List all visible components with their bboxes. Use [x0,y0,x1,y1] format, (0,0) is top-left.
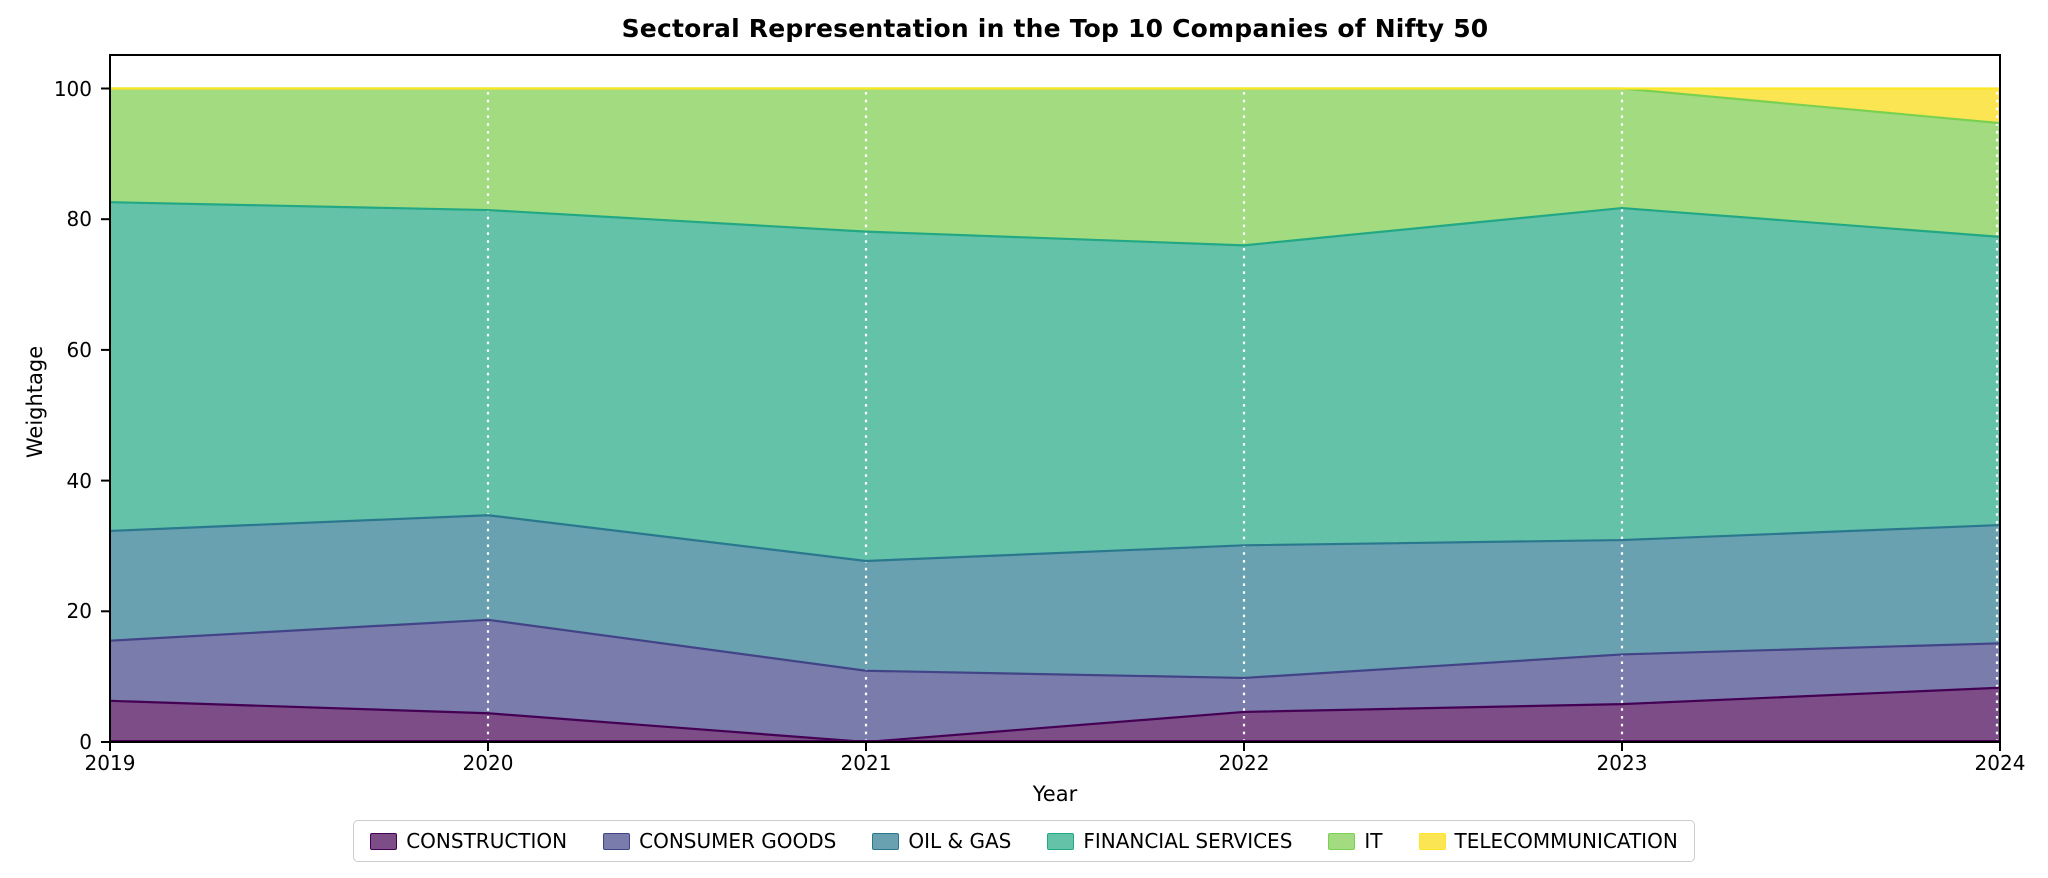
area-band-telecommunication [110,88,2000,124]
y-tick-label-20: 20 [66,599,92,624]
x-tick-label-2024: 2024 [1974,751,2026,775]
legend-swatch-construction [370,832,398,850]
legend-swatch-it [1328,832,1356,850]
x-tick-label-2022: 2022 [1218,751,1270,775]
legend-label-telecommunication: TELECOMMUNICATION [1454,829,1678,853]
edge-line-consumer-goods [109,618,2001,680]
edge-line-oil-gas [109,514,2001,563]
y-tick-label-60: 60 [66,337,92,362]
legend-swatch-telecommunication [1418,832,1446,850]
x-tick-label-2019: 2019 [84,751,136,775]
legend-label-oil-gas: OIL & GAS [908,829,1012,853]
legend-swatch-consumer-goods [603,832,631,850]
legend-item-telecommunication: TELECOMMUNICATION [1418,829,1678,853]
x-tick-label-2021: 2021 [840,751,892,775]
legend-label-it: IT [1364,829,1383,853]
edge-line-financial-services [109,201,2001,247]
area-band-oil-gas [110,515,2000,678]
legend-swatch-oil-gas [872,832,900,850]
legend-item-it: IT [1328,829,1383,853]
y-tick-label-80: 80 [66,207,92,232]
x-tick-label-2023: 2023 [1596,751,1648,775]
legend: CONSTRUCTION CONSUMER GOODS OIL & GAS FI… [353,820,1695,862]
edge-line-construction [109,686,2001,744]
area-band-financial-services [110,202,2000,561]
x-axis-label: Year [1032,782,1078,806]
chart-title: Sectoral Representation in the Top 10 Co… [621,14,1489,43]
x-tick-label-2020: 2020 [462,751,514,775]
legend-label-construction: CONSTRUCTION [406,829,568,853]
legend-item-construction: CONSTRUCTION [370,829,567,853]
legend-swatch-financial-services [1047,832,1075,850]
legend-item-financial-services: FINANCIAL SERVICES [1047,829,1292,853]
axes-frame [109,54,2001,743]
legend-label-financial-services: FINANCIAL SERVICES [1083,829,1293,853]
y-tick-label-40: 40 [66,468,92,493]
y-axis-label: Weightage [23,345,47,459]
y-tick-label-100: 100 [53,76,92,101]
legend-item-oil-gas: OIL & GAS [872,829,1011,853]
area-band-construction [110,687,2000,742]
y-tick-label-0: 0 [79,730,92,754]
area-band-consumer-goods [110,619,2000,742]
legend-container: CONSTRUCTION CONSUMER GOODS OIL & GAS FI… [0,820,2048,862]
legend-item-consumer-goods: CONSUMER GOODS [603,829,836,853]
area-band-it [110,88,2000,246]
legend-label-consumer-goods: CONSUMER GOODS [639,829,837,853]
